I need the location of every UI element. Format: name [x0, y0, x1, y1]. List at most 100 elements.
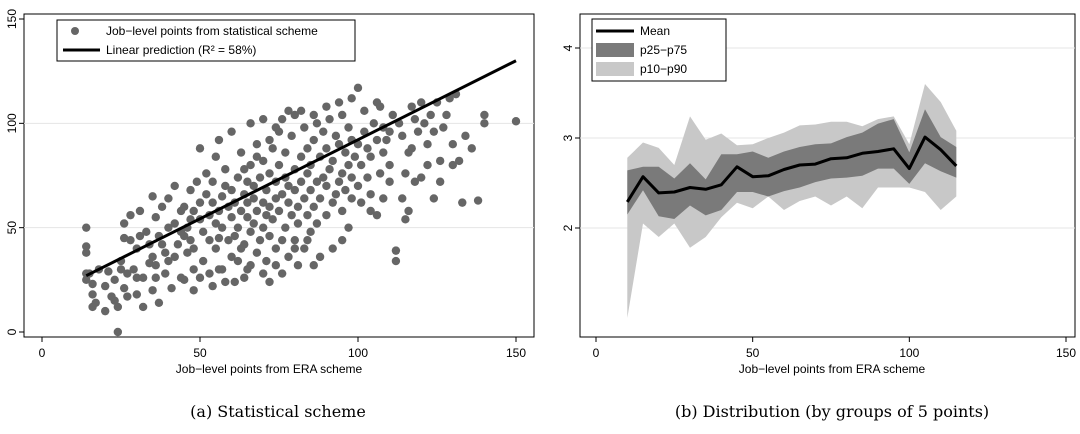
scatter-point	[173, 240, 183, 249]
scatter-point	[145, 258, 154, 268]
scatter-point	[284, 106, 293, 116]
scatter-point	[319, 173, 328, 182]
scatter-point	[227, 213, 236, 222]
panel-a-y-tick-label: 50	[5, 221, 19, 235]
scatter-point	[388, 110, 397, 120]
panel-a-legend-marker-points	[71, 27, 79, 35]
scatter-point	[369, 119, 378, 128]
scatter-point	[126, 235, 135, 245]
scatter-point	[110, 296, 119, 305]
scatter-point	[382, 135, 391, 145]
scatter-point	[439, 123, 448, 132]
scatter-point	[259, 223, 268, 232]
scatter-point	[189, 265, 198, 274]
scatter-point	[170, 219, 179, 228]
scatter-point	[309, 135, 318, 145]
scatter-point	[347, 94, 356, 103]
scatter-point	[221, 277, 230, 287]
scatter-point	[293, 261, 303, 270]
scatter-point	[227, 127, 236, 136]
scatter-point	[268, 144, 277, 153]
panel-a-legend-label-points: Job−level points from statistical scheme	[106, 24, 318, 38]
scatter-point	[208, 177, 217, 186]
scatter-point	[379, 194, 388, 203]
scatter-point	[214, 233, 224, 243]
scatter-point	[413, 127, 423, 136]
panel-b-y-tick-label: 3	[561, 134, 575, 141]
scatter-point	[277, 269, 287, 278]
panel-a-legend: Job−level points from statistical scheme…	[56, 19, 356, 62]
scatter-point	[385, 160, 394, 170]
panel-a-gridlines	[24, 122, 534, 229]
scatter-point	[290, 110, 299, 120]
scatter-point	[259, 114, 268, 124]
scatter-point	[366, 190, 375, 199]
scatter-point	[375, 169, 385, 178]
scatter-point	[91, 298, 100, 307]
scatter-point	[353, 83, 363, 93]
scatter-point	[350, 152, 360, 161]
panel-a-caption: (a) Statistical scheme	[190, 402, 366, 421]
scatter-point	[208, 198, 217, 207]
scatter-point	[401, 215, 410, 224]
scatter-point	[429, 194, 439, 203]
scatter-point	[385, 177, 394, 186]
scatter-point	[356, 160, 366, 170]
scatter-point	[180, 231, 189, 241]
scatter-point	[338, 110, 347, 120]
scatter-point	[259, 269, 268, 278]
panel-a-x-tick-label: 50	[193, 346, 207, 360]
scatter-point	[338, 169, 347, 178]
scatter-point	[217, 192, 227, 201]
scatter-point	[398, 131, 407, 141]
scatter-point	[252, 140, 262, 149]
scatter-point	[426, 110, 435, 120]
scatter-point	[328, 198, 337, 207]
scatter-point	[195, 273, 205, 282]
scatter-point	[214, 135, 224, 145]
scatter-point	[277, 190, 287, 199]
scatter-point	[255, 173, 265, 182]
scatter-point	[236, 148, 246, 157]
panel-b-distribution: 2 3 4 0 50 100 150 Job−level points from ERA …	[561, 13, 1076, 421]
scatter-point	[180, 202, 189, 211]
panel-b-y-ticks: 2 3 4	[561, 44, 580, 231]
scatter-point	[233, 173, 243, 182]
scatter-point	[129, 265, 138, 274]
scatter-point	[189, 244, 198, 253]
scatter-point	[435, 177, 445, 186]
scatter-point	[322, 181, 331, 191]
scatter-point	[101, 306, 110, 316]
scatter-point	[167, 283, 176, 293]
scatter-point	[315, 194, 325, 203]
scatter-point	[221, 165, 230, 174]
scatter-point	[249, 219, 258, 228]
scatter-point	[249, 194, 258, 203]
scatter-point	[442, 110, 451, 120]
scatter-point	[262, 256, 271, 266]
scatter-point	[435, 156, 445, 166]
scatter-point	[363, 173, 372, 182]
scatter-point	[423, 160, 432, 170]
scatter-point	[148, 252, 157, 262]
scatter-point	[293, 219, 303, 228]
scatter-point	[325, 114, 334, 124]
scatter-point	[417, 173, 426, 182]
scatter-point	[265, 277, 274, 287]
scatter-point	[132, 273, 141, 282]
scatter-point	[221, 181, 230, 191]
scatter-point	[246, 227, 255, 237]
scatter-point	[334, 98, 344, 107]
panel-a-y-tick-label: 100	[5, 113, 19, 133]
scatter-point	[454, 156, 464, 166]
scatter-point	[341, 148, 350, 157]
scatter-point	[202, 169, 211, 178]
panel-b-x-tick-label: 150	[1056, 346, 1076, 360]
scatter-point	[138, 273, 148, 282]
scatter-point	[82, 275, 91, 285]
scatter-point	[398, 194, 407, 203]
scatter-point	[375, 102, 385, 111]
scatter-point	[265, 202, 274, 211]
scatter-point	[309, 261, 318, 270]
scatter-point	[306, 185, 315, 195]
